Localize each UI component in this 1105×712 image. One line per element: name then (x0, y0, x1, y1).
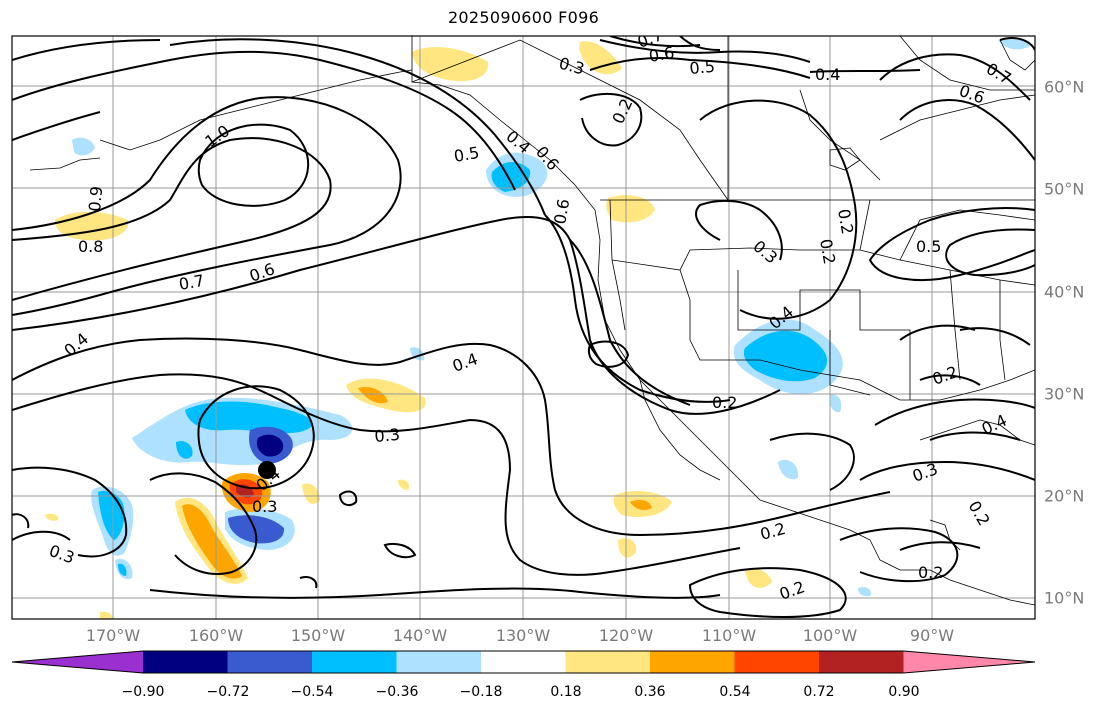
lon-label: 110°W (701, 626, 757, 645)
colorbar-tick: −0.18 (459, 684, 503, 700)
colorbar-tick: 0.36 (634, 684, 666, 700)
lat-label: 60°N (1044, 77, 1085, 97)
lat-label: 40°N (1044, 282, 1085, 302)
colorbar-tick: 0.72 (803, 684, 835, 700)
contour-label: 0.4 (979, 411, 1010, 439)
colorbar-tick: 0.18 (550, 684, 582, 700)
colorbar-tick: −0.72 (206, 684, 250, 700)
contour-label: 0.2 (965, 498, 994, 530)
lon-label: 100°W (802, 626, 858, 645)
colorbar-segment (227, 651, 313, 673)
lon-label: 120°W (598, 626, 654, 645)
contour-label: 0.2 (816, 237, 839, 265)
contour-label: 0.6 (247, 259, 277, 286)
positive-anomaly-shading (45, 41, 772, 619)
graticule (12, 36, 1035, 619)
colorbar-segment (481, 651, 566, 673)
colorbar-segment (565, 651, 651, 673)
colorbar-segment (650, 651, 735, 673)
colorbar-tick: −0.36 (375, 684, 419, 700)
lon-label: 140°W (392, 626, 448, 645)
colorbar-tick: −0.90 (121, 684, 165, 700)
contour-label: 0.7 (177, 271, 205, 294)
contour-label: 0.4 (60, 329, 92, 360)
contour-label: 0.4 (502, 127, 534, 158)
colorbar (11, 650, 1036, 674)
storm-center-marker (258, 461, 276, 479)
lon-label: 170°W (85, 626, 141, 645)
contour-label: 0.9 (85, 185, 106, 212)
contour-label: 0.2 (777, 577, 807, 604)
colorbar-tick: −0.54 (290, 684, 334, 700)
colorbar-segment (734, 651, 820, 673)
contour-label: 0.6 (550, 197, 573, 225)
map-frame (11, 35, 1036, 620)
contour-label: 0.6 (647, 43, 675, 66)
contour-label: 0.5 (689, 57, 716, 78)
contour-label: 0.6 (957, 81, 987, 108)
colorbar-extend-low (12, 651, 143, 673)
contour-label: 0.3 (749, 237, 781, 268)
map-title: 2025090600 F096 (447, 8, 600, 27)
colorbar-tick: 0.90 (888, 684, 920, 700)
colorbar-segment (312, 651, 397, 673)
contour-label: 0.8 (78, 237, 103, 256)
contour-label: 1.0 (201, 121, 233, 151)
contour-label: 0.2 (834, 207, 857, 235)
lon-label: 150°W (290, 626, 346, 645)
colorbar-segment (819, 651, 904, 673)
contour-label: 0.7 (983, 59, 1015, 88)
contour-label: 0.2 (758, 519, 788, 544)
contour-label: 0.5 (916, 237, 941, 256)
colorbar-segment (396, 651, 482, 673)
lat-label: 20°N (1044, 486, 1085, 506)
lon-label: 130°W (495, 626, 551, 645)
contour-label: 0.3 (557, 54, 587, 79)
contour-label: 0.3 (252, 497, 277, 516)
contour-label: 0.3 (47, 541, 77, 568)
lon-label: 90°W (909, 626, 955, 645)
contour-label: 0.4 (450, 349, 480, 376)
contour-lines (12, 36, 1035, 618)
contour-label: 0.2 (918, 563, 943, 582)
lat-label: 30°N (1044, 384, 1085, 404)
lon-label: 160°W (188, 626, 244, 645)
colorbar-tick: 0.54 (719, 684, 751, 700)
lat-label: 10°N (1044, 588, 1085, 608)
contour-label: 0.2 (930, 362, 960, 389)
colorbar-extend-high (903, 651, 1035, 673)
lat-label: 50°N (1044, 179, 1085, 199)
contour-label: 0.3 (374, 425, 401, 446)
contour-label: 0.5 (452, 143, 480, 166)
contour-label: 0.2 (712, 393, 737, 412)
colorbar-segment (143, 651, 228, 673)
contour-label: 0.4 (815, 65, 840, 84)
colorbar-outline (11, 650, 1036, 674)
